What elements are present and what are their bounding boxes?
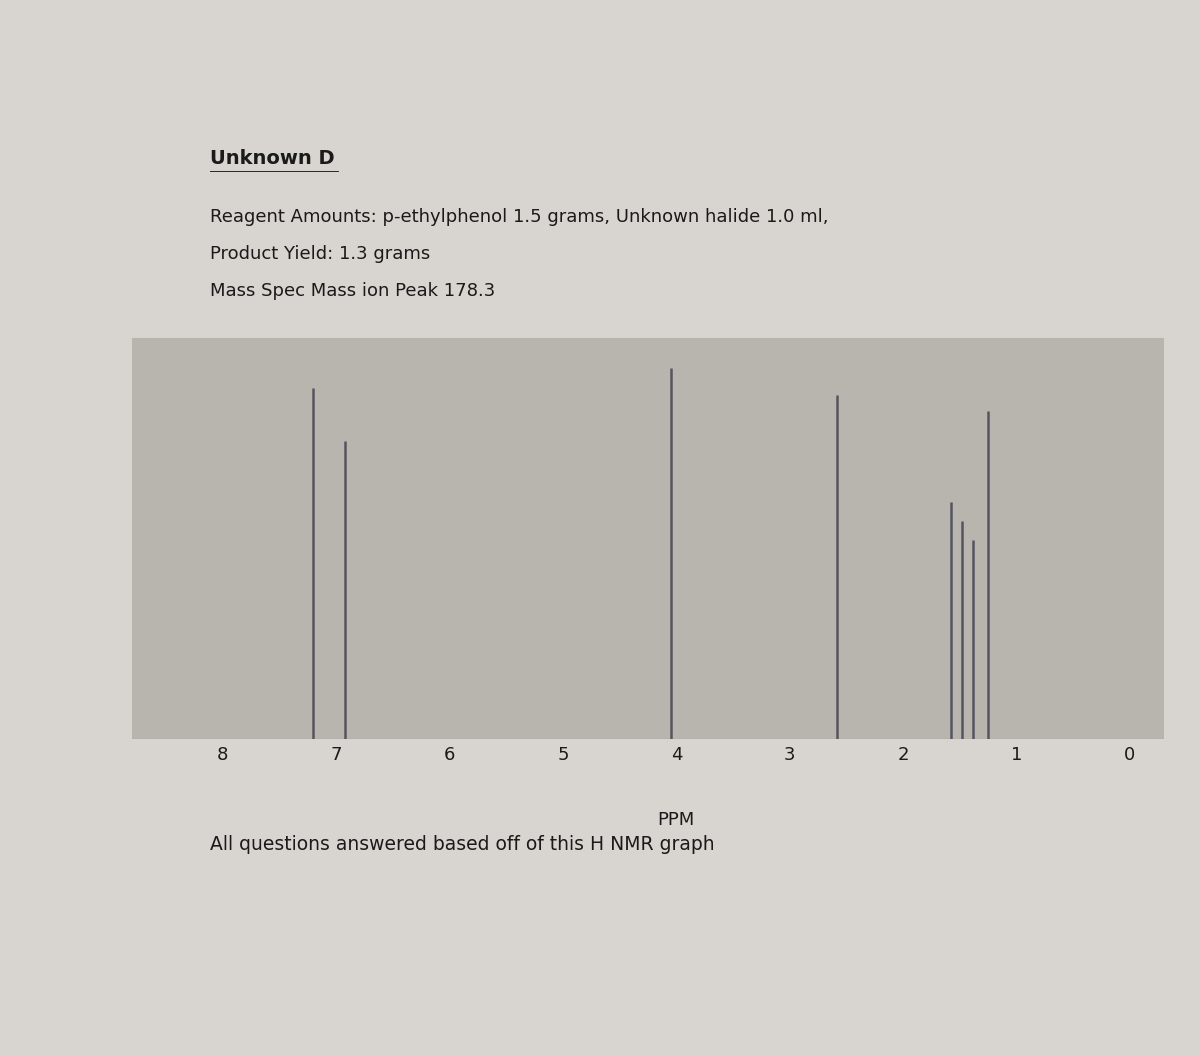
Text: Unknown D: Unknown D xyxy=(210,149,335,168)
Text: All questions answered based off of this H NMR graph: All questions answered based off of this… xyxy=(210,835,715,854)
Text: Product Yield: 1.3 grams: Product Yield: 1.3 grams xyxy=(210,245,431,263)
Text: PPM: PPM xyxy=(658,811,695,829)
Text: Mass Spec Mass ion Peak 178.3: Mass Spec Mass ion Peak 178.3 xyxy=(210,282,496,300)
Text: Reagent Amounts: p-ethylphenol 1.5 grams, Unknown halide 1.0 ml,: Reagent Amounts: p-ethylphenol 1.5 grams… xyxy=(210,208,828,226)
